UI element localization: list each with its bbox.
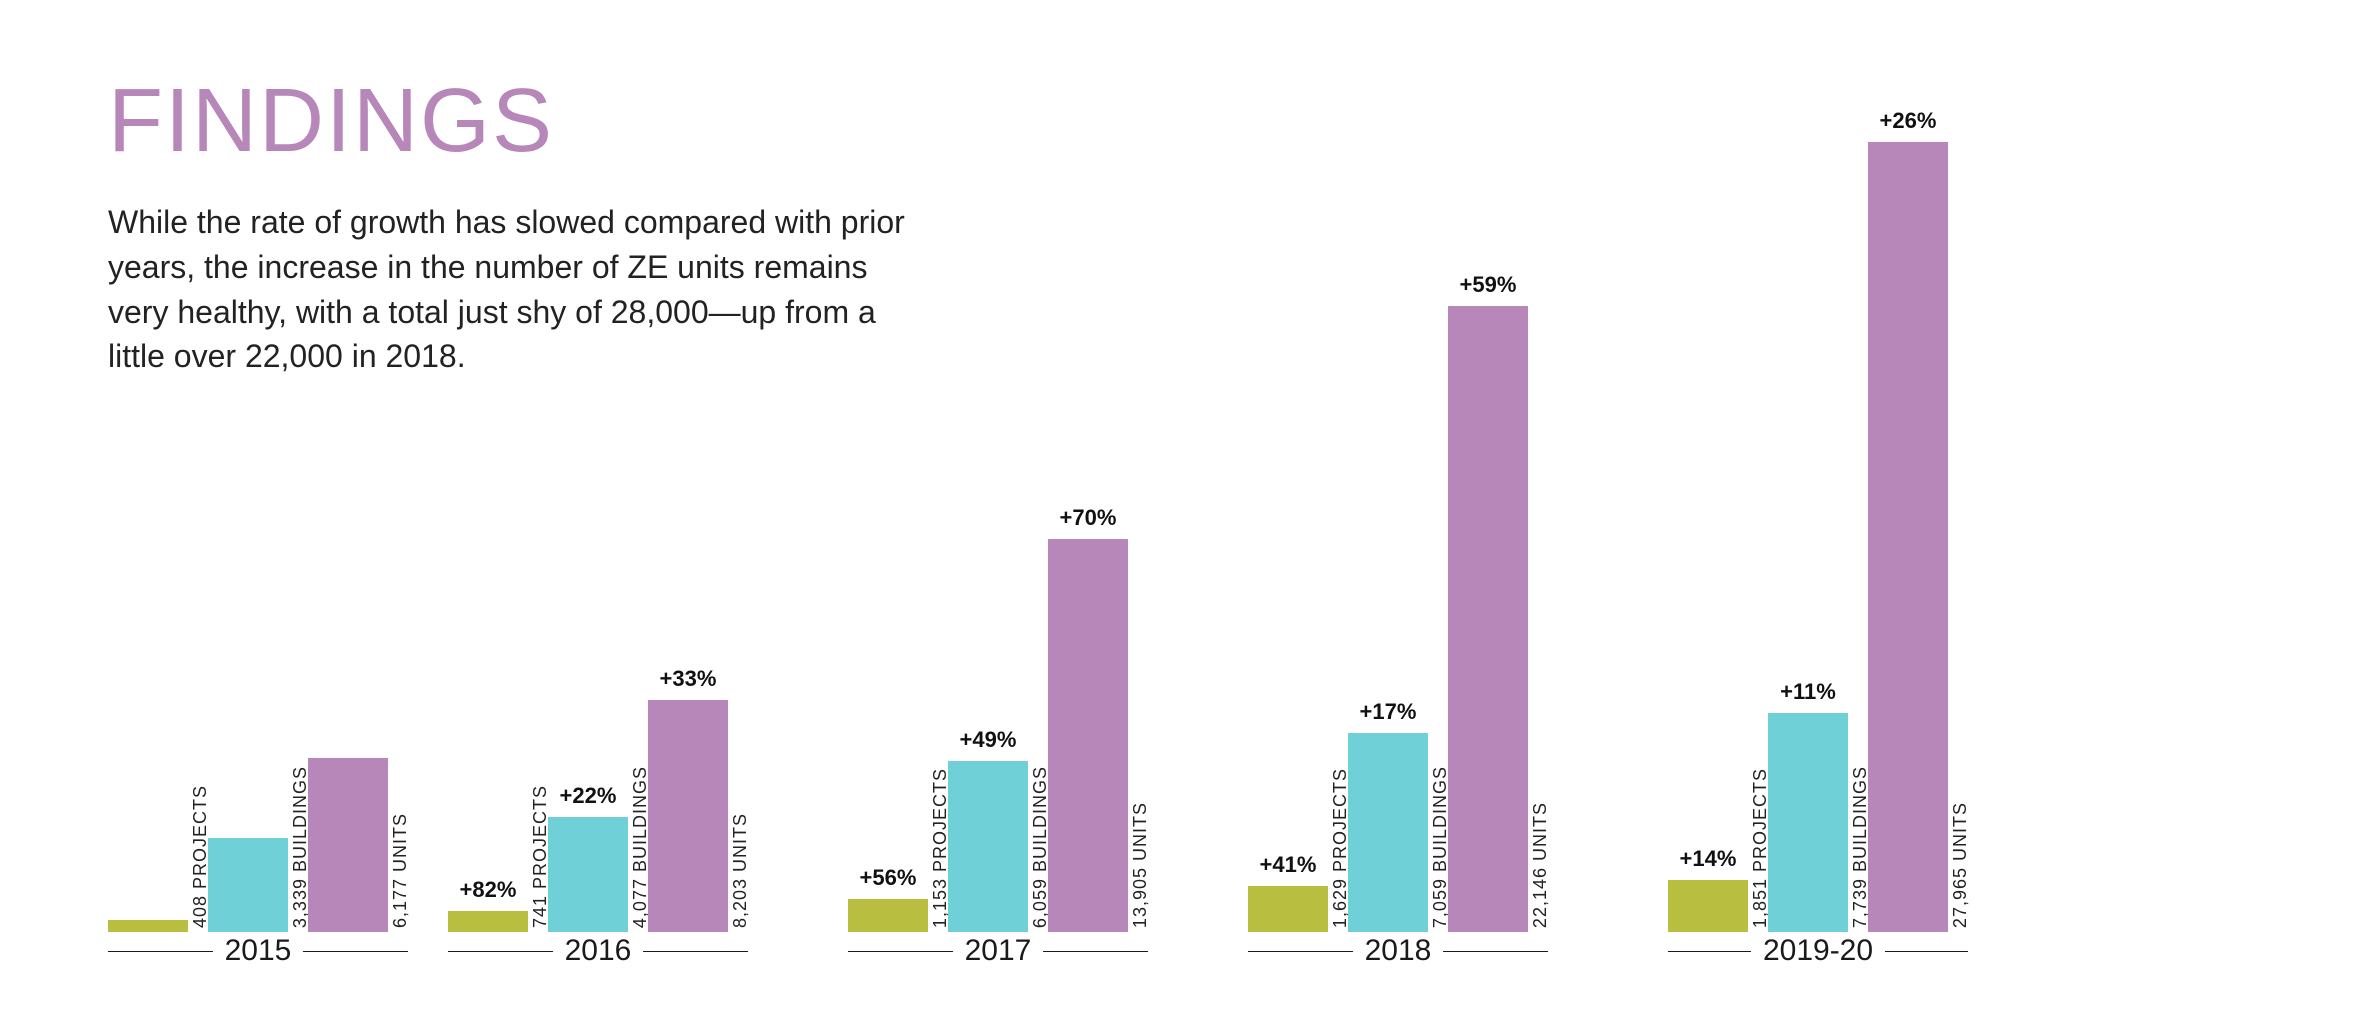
units-bar <box>1048 539 1128 932</box>
bar-cluster: +41%1,629 PROJECTS+17%7,059 BUILDINGS+59… <box>1248 112 1548 932</box>
units-side-label: 13,905 UNITS <box>1130 802 1151 928</box>
bar-wrap-buildings: +11%7,739 BUILDINGS <box>1768 112 1848 932</box>
page: FINDINGS While the rate of growth has sl… <box>0 0 2358 1012</box>
buildings-bar <box>1348 733 1428 932</box>
year-label: 2015 <box>213 934 304 968</box>
buildings-pct-label: +22% <box>560 783 617 809</box>
year-label: 2016 <box>553 934 644 968</box>
units-pct-label: +70% <box>1060 505 1117 531</box>
bar-wrap-buildings: 3,339 BUILDINGS <box>208 112 288 932</box>
bar-wrap-units: +70%13,905 UNITS <box>1048 112 1128 932</box>
axis-line <box>643 951 748 952</box>
projects-pct-label: +41% <box>1260 852 1317 878</box>
units-pct-label: +33% <box>660 666 717 692</box>
projects-bar <box>1668 880 1748 932</box>
projects-bar <box>448 911 528 932</box>
buildings-bar <box>1768 713 1848 932</box>
bar-wrap-units: +26%27,965 UNITS <box>1868 112 1948 932</box>
bar-wrap-projects: +82%741 PROJECTS <box>448 112 528 932</box>
year-group: +82%741 PROJECTS+22%4,077 BUILDINGS+33%8… <box>448 112 748 932</box>
units-bar <box>308 758 388 932</box>
year-label: 2018 <box>1353 934 1444 968</box>
projects-pct-label: +82% <box>460 877 517 903</box>
units-side-label: 6,177 UNITS <box>390 813 411 928</box>
axis-line <box>448 951 553 952</box>
projects-bar <box>108 920 188 932</box>
axis-line <box>1443 951 1548 952</box>
year-axis: 2019-20 <box>1668 932 1968 970</box>
year-label: 2017 <box>953 934 1044 968</box>
year-group: +14%1,851 PROJECTS+11%7,739 BUILDINGS+26… <box>1668 112 1968 932</box>
buildings-bar <box>208 838 288 932</box>
units-side-label: 8,203 UNITS <box>730 813 751 928</box>
projects-bar <box>1248 886 1328 932</box>
year-group: +56%1,153 PROJECTS+49%6,059 BUILDINGS+70… <box>848 112 1148 932</box>
bar-cluster: +14%1,851 PROJECTS+11%7,739 BUILDINGS+26… <box>1668 112 1968 932</box>
axis-line <box>848 951 953 952</box>
bar-wrap-projects: +56%1,153 PROJECTS <box>848 112 928 932</box>
bar-wrap-buildings: +49%6,059 BUILDINGS <box>948 112 1028 932</box>
bar-cluster: +56%1,153 PROJECTS+49%6,059 BUILDINGS+70… <box>848 112 1148 932</box>
axis-line <box>1668 951 1751 952</box>
axis-line <box>1248 951 1353 952</box>
year-label: 2019-20 <box>1751 934 1885 968</box>
buildings-pct-label: +49% <box>960 727 1017 753</box>
projects-pct-label: +14% <box>1680 846 1737 872</box>
bar-cluster: +82%741 PROJECTS+22%4,077 BUILDINGS+33%8… <box>448 112 748 932</box>
units-pct-label: +26% <box>1880 108 1937 134</box>
units-bar <box>1868 142 1948 932</box>
buildings-pct-label: +17% <box>1360 699 1417 725</box>
grouped-bar-chart: 408 PROJECTS3,339 BUILDINGS6,177 UNITS20… <box>108 0 2308 1012</box>
year-axis: 2018 <box>1248 932 1548 970</box>
axis-line <box>1885 951 1968 952</box>
units-bar <box>648 700 728 932</box>
projects-pct-label: +56% <box>860 865 917 891</box>
units-pct-label: +59% <box>1460 272 1517 298</box>
bar-wrap-buildings: +17%7,059 BUILDINGS <box>1348 112 1428 932</box>
bar-wrap-projects: 408 PROJECTS <box>108 112 188 932</box>
bar-cluster: 408 PROJECTS3,339 BUILDINGS6,177 UNITS <box>108 112 408 932</box>
bar-wrap-units: 6,177 UNITS <box>308 112 388 932</box>
units-side-label: 22,146 UNITS <box>1530 802 1551 928</box>
axis-line <box>108 951 213 952</box>
axis-line <box>1043 951 1148 952</box>
buildings-bar <box>948 761 1028 932</box>
buildings-pct-label: +11% <box>1780 679 1836 705</box>
bar-wrap-units: +33%8,203 UNITS <box>648 112 728 932</box>
units-bar <box>1448 306 1528 932</box>
units-side-label: 27,965 UNITS <box>1950 802 1971 928</box>
year-axis: 2015 <box>108 932 408 970</box>
projects-bar <box>848 899 928 932</box>
year-axis: 2017 <box>848 932 1148 970</box>
year-group: +41%1,629 PROJECTS+17%7,059 BUILDINGS+59… <box>1248 112 1548 932</box>
buildings-bar <box>548 817 628 932</box>
axis-line <box>303 951 408 952</box>
bar-wrap-units: +59%22,146 UNITS <box>1448 112 1528 932</box>
bar-wrap-projects: +14%1,851 PROJECTS <box>1668 112 1748 932</box>
year-group: 408 PROJECTS3,339 BUILDINGS6,177 UNITS20… <box>108 112 408 932</box>
bar-wrap-projects: +41%1,629 PROJECTS <box>1248 112 1328 932</box>
year-axis: 2016 <box>448 932 748 970</box>
bar-wrap-buildings: +22%4,077 BUILDINGS <box>548 112 628 932</box>
